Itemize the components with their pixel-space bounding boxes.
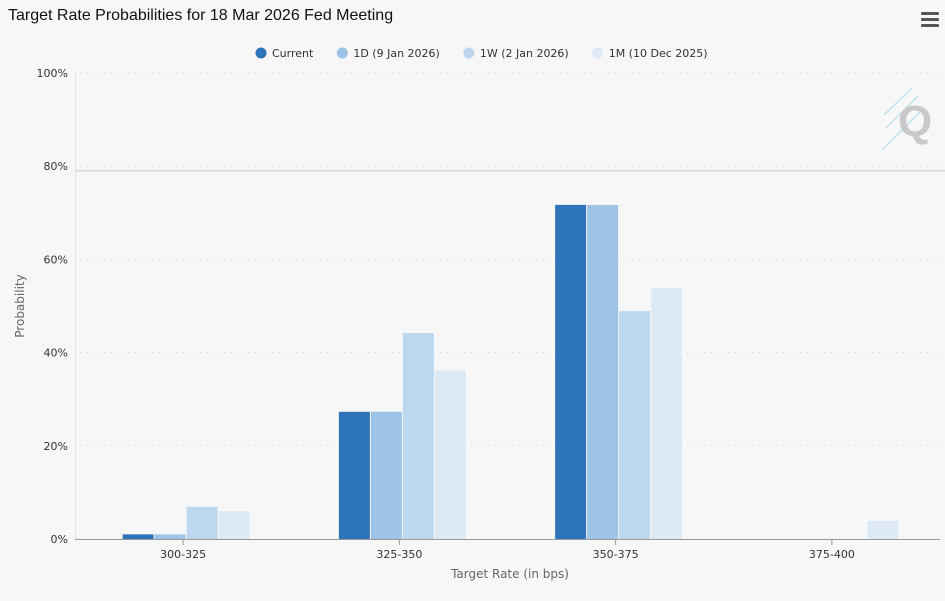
- legend-marker[interactable]: [336, 47, 348, 59]
- hamburger-menu-icon[interactable]: [921, 12, 939, 28]
- menu-line: [921, 24, 939, 27]
- bar-325-350-series-0[interactable]: [338, 411, 370, 539]
- y-tick-label: 60%: [44, 253, 68, 266]
- bar-300-325-series-3[interactable]: [218, 511, 250, 539]
- logo-stroke: [881, 111, 921, 151]
- y-tick-label: 40%: [44, 347, 68, 360]
- bar-375-400-series-3[interactable]: [867, 520, 899, 539]
- logo-stroke: [885, 95, 919, 129]
- bar-300-325-series-0[interactable]: [122, 534, 154, 539]
- bar-350-375-series-0[interactable]: [555, 204, 587, 540]
- legend-marker[interactable]: [255, 47, 267, 59]
- legend-item-label[interactable]: Current: [272, 47, 314, 60]
- y-tick-label: 0%: [51, 533, 68, 546]
- x-tick-label: 325-350: [376, 548, 422, 561]
- bar-325-350-series-3[interactable]: [434, 370, 466, 539]
- legend-item-label[interactable]: 1D (9 Jan 2026): [353, 47, 440, 60]
- logo-letter: Q: [898, 97, 932, 146]
- legend-item-label[interactable]: 1W (2 Jan 2026): [480, 47, 569, 60]
- grid-layer: [75, 72, 945, 539]
- y-axis-ticks: 0% 20% 40% 60% 80% 100%: [37, 67, 68, 546]
- bar-325-350-series-2[interactable]: [402, 333, 434, 539]
- y-tick-label: 80%: [44, 160, 68, 173]
- bar-350-375-series-3[interactable]: [651, 287, 683, 539]
- legend-marker[interactable]: [592, 47, 604, 59]
- bar-300-325-series-1[interactable]: [154, 534, 186, 539]
- logo-watermark: Q: [881, 87, 932, 151]
- x-axis-ticks: 300-325 325-350 350-375 375-400: [160, 539, 855, 561]
- bar-300-325-series-2[interactable]: [186, 506, 218, 539]
- y-tick-label: 20%: [44, 440, 68, 453]
- bar-350-375-series-2[interactable]: [619, 311, 651, 539]
- x-tick-label: 350-375: [593, 548, 639, 561]
- legend-item-label[interactable]: 1M (10 Dec 2025): [609, 47, 708, 60]
- logo-stroke: [883, 87, 913, 116]
- x-axis-title: Target Rate (in bps): [450, 567, 569, 581]
- bar-325-350-series-1[interactable]: [370, 411, 402, 539]
- bar-350-375-series-1[interactable]: [587, 204, 619, 540]
- y-tick-label: 100%: [37, 67, 68, 80]
- y-axis-title: Probability: [13, 274, 27, 337]
- menu-line: [921, 18, 939, 21]
- x-tick-label: 300-325: [160, 548, 206, 561]
- menu-line: [921, 12, 939, 15]
- bars: [122, 204, 899, 540]
- chart-title: Target Rate Probabilities for 18 Mar 202…: [8, 7, 394, 24]
- x-tick-label: 375-400: [809, 548, 855, 561]
- legend: Current 1D (9 Jan 2026) 1W (2 Jan 2026) 1M …: [255, 47, 708, 60]
- legend-marker[interactable]: [463, 47, 475, 59]
